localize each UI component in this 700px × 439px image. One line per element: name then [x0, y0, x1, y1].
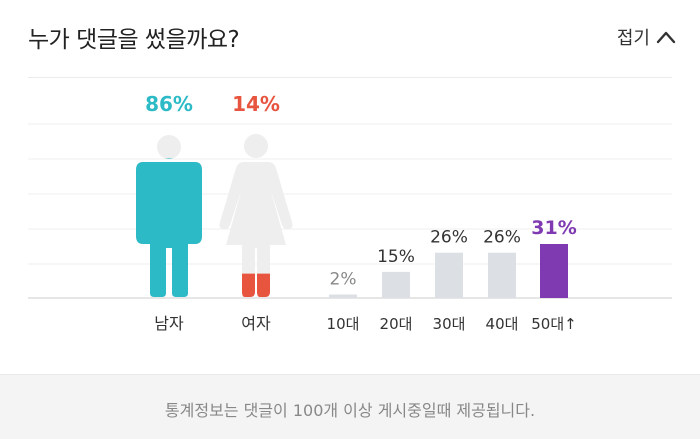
header-divider: [28, 77, 672, 78]
card-header: 누가 댓글을 썼을까요? 접기: [0, 0, 700, 74]
age-category-label: 10대: [327, 315, 360, 333]
age-value-label: 26%: [430, 228, 468, 248]
male-label: 남자: [154, 314, 184, 333]
chevron-up-icon: [656, 31, 676, 44]
age-value-label: 15%: [377, 247, 415, 267]
female-value-label: 14%: [232, 92, 280, 116]
footer-notice: 통계정보는 댓글이 100개 이상 게시중일때 제공됩니다.: [164, 401, 536, 420]
age-chart: 2% 10대 15% 20대 26% 30대 26% 40대 31% 50대↑: [327, 217, 577, 333]
stats-chart: 86% 14% 남자 여자 2% 10대 15% 20대 26% 30대 26% 40대 31% 50대…: [28, 92, 672, 333]
age-bar: [488, 252, 516, 298]
female-figure-icon: [242, 273, 270, 297]
age-bar: [382, 271, 410, 298]
male-figure-icon: [136, 158, 202, 297]
age-bar: [329, 294, 357, 298]
age-bar: [540, 244, 568, 298]
collapse-button[interactable]: 접기: [617, 24, 676, 50]
age-value-label: 2%: [330, 270, 357, 290]
age-category-label: 40대: [486, 315, 519, 333]
female-label: 여자: [241, 314, 271, 333]
age-category-label: 20대: [380, 315, 413, 333]
age-category-label: 30대: [433, 315, 466, 333]
age-bar: [435, 252, 463, 298]
age-value-label: 31%: [531, 217, 576, 239]
age-category-label: 50대↑: [531, 315, 576, 333]
card-title: 누가 댓글을 썼을까요?: [28, 27, 240, 53]
female-figure-icon-bg: [219, 134, 293, 297]
card-footer: 통계정보는 댓글이 100개 이상 게시중일때 제공됩니다.: [0, 374, 700, 439]
gender-chart: 86% 14% 남자 여자: [136, 92, 293, 333]
male-value-label: 86%: [145, 92, 193, 116]
collapse-label: 접기: [616, 28, 650, 49]
age-value-label: 26%: [483, 228, 521, 248]
